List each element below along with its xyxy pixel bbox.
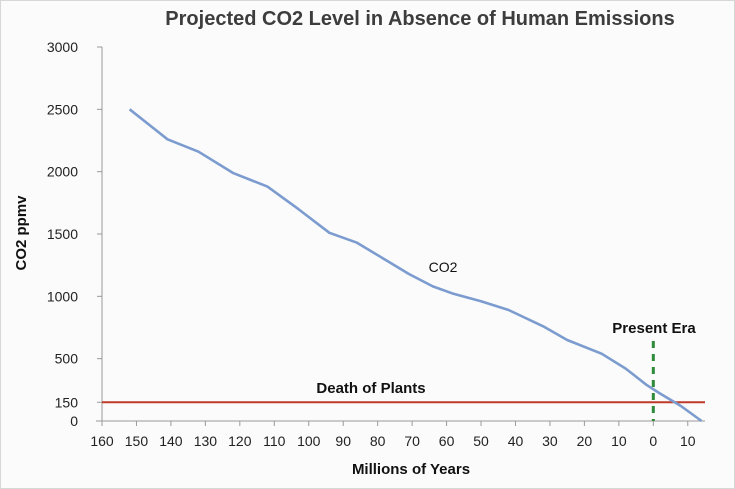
y-tick-label: 3000 (47, 39, 78, 55)
x-tick-labels: 160 150 140 130 120 110 100 90 80 70 60 50 40 30 20 10 0… (90, 433, 695, 449)
y-tick-label: 2000 (47, 164, 78, 180)
x-tick-label: 0 (649, 433, 657, 449)
present-era-label: Present Era (612, 320, 696, 337)
x-tick-label: 20 (577, 433, 593, 449)
x-tick-label: 70 (404, 433, 420, 449)
chart-title: Projected CO2 Level in Absence of Human … (165, 8, 674, 30)
x-tick-label: 130 (194, 433, 218, 449)
y-tick-label: 1000 (47, 288, 78, 304)
x-tick-label: 10 (680, 433, 696, 449)
x-tick-label: 140 (159, 433, 183, 449)
x-tick-label: 90 (335, 433, 351, 449)
x-tick-label: 150 (125, 433, 149, 449)
reference-lines (102, 341, 705, 421)
x-tick-label: 60 (439, 433, 455, 449)
y-tick-label: 500 (55, 351, 79, 367)
x-tick-label: 30 (542, 433, 558, 449)
y-tick-label: 150 (55, 394, 79, 410)
y-tick-label: 0 (70, 413, 78, 429)
y-tick-label: 1500 (47, 226, 78, 242)
x-tick-label: 50 (473, 433, 489, 449)
x-tick-label: 120 (228, 433, 252, 449)
x-tick-label: 40 (508, 433, 524, 449)
axes (96, 46, 705, 426)
y-tick-label: 2500 (47, 101, 78, 117)
x-tick-label: 10 (611, 433, 627, 449)
co2-series-label: CO2 (429, 259, 458, 275)
x-tick-label: 100 (297, 433, 321, 449)
y-axis-title: CO2 ppmv (13, 195, 30, 271)
x-tick-label: 160 (90, 433, 114, 449)
death-of-plants-label: Death of Plants (316, 380, 425, 397)
co2-series-line (128, 108, 703, 423)
x-tick-label: 110 (263, 433, 286, 449)
series-layer (128, 108, 703, 423)
x-tick-label: 80 (370, 433, 386, 449)
x-axis-title: Millions of Years (352, 461, 470, 478)
